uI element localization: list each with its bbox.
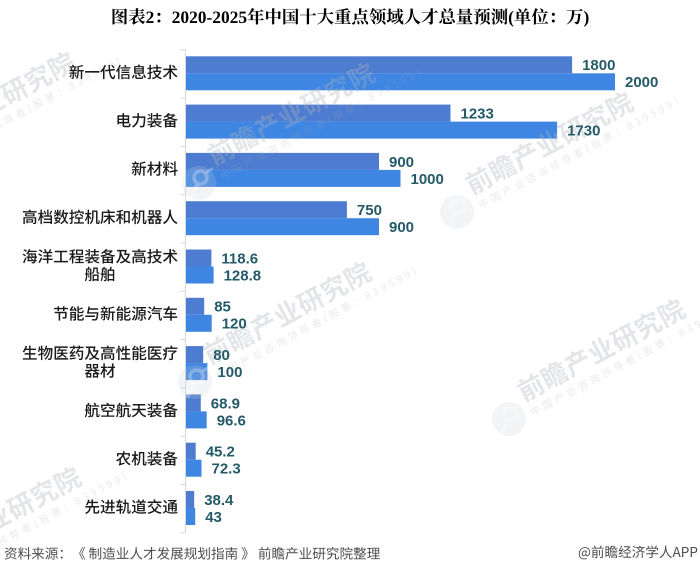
svg-text:900: 900	[389, 219, 414, 236]
svg-text:96.6: 96.6	[217, 412, 246, 429]
svg-text:100: 100	[217, 364, 242, 381]
svg-text:750: 750	[357, 202, 382, 219]
svg-text:38.4: 38.4	[204, 492, 234, 509]
svg-text:118.6: 118.6	[221, 250, 258, 267]
svg-text:128.8: 128.8	[224, 267, 262, 284]
svg-text:45.2: 45.2	[206, 444, 235, 461]
svg-text:1730: 1730	[567, 123, 600, 140]
svg-text:85: 85	[214, 299, 231, 316]
svg-text:68.9: 68.9	[211, 395, 240, 412]
svg-text:72.3: 72.3	[212, 461, 241, 478]
svg-text:1233: 1233	[461, 106, 494, 123]
svg-text:43: 43	[205, 509, 222, 526]
svg-text:2000: 2000	[625, 74, 658, 91]
svg-text:900: 900	[389, 154, 414, 171]
svg-text:1800: 1800	[582, 57, 615, 74]
svg-text:1000: 1000	[411, 171, 444, 188]
svg-text:80: 80	[213, 347, 230, 364]
svg-text:120: 120	[222, 316, 247, 333]
